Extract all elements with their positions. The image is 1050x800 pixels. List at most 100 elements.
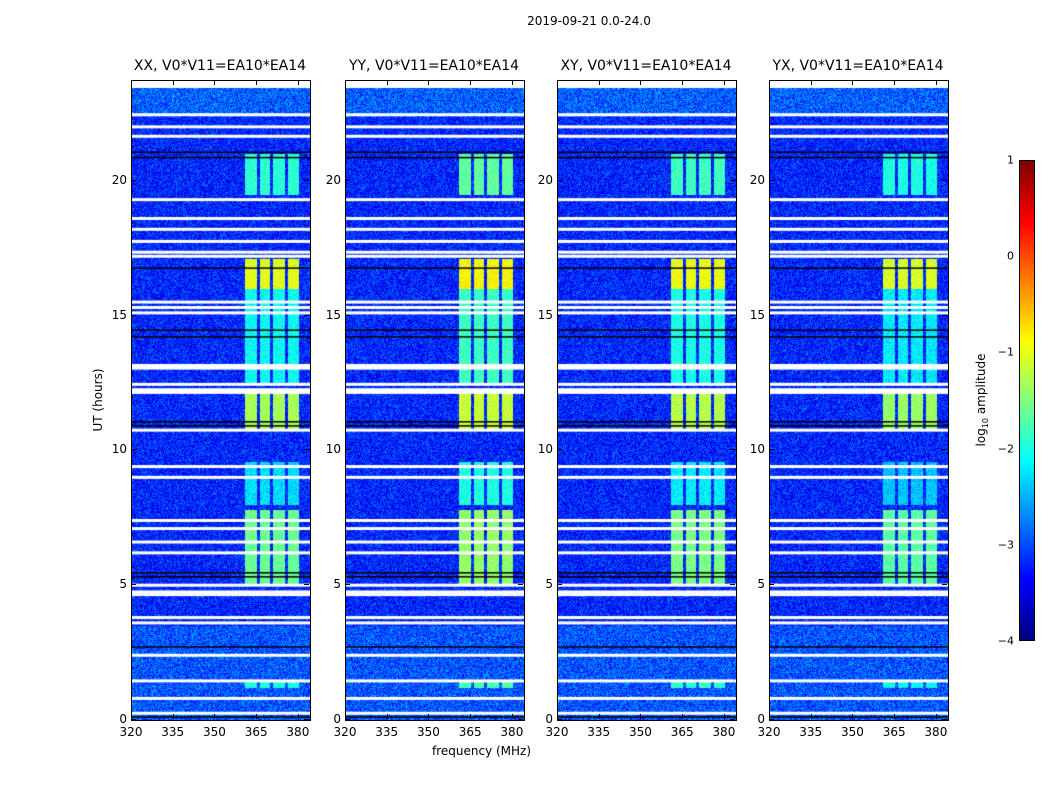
x-tick-label: 320 — [333, 725, 357, 739]
x-tick-mark — [214, 80, 216, 85]
y-tick-mark — [942, 584, 947, 586]
x-tick-mark — [428, 80, 430, 85]
x-tick-label: 365 — [670, 725, 694, 739]
y-tick-mark — [345, 719, 350, 720]
y-tick-mark — [730, 449, 735, 451]
colorbar-tick-label: 1 — [1007, 153, 1014, 167]
x-tick-label: 335 — [161, 725, 185, 739]
colorbar — [1019, 160, 1035, 641]
y-tick-label: 5 — [545, 577, 553, 592]
x-tick-mark — [256, 714, 258, 719]
y-tick-mark — [131, 584, 136, 586]
figure-title: 2019-09-21 0.0-24.0 — [527, 14, 651, 28]
x-axis-label: frequency (MHz) — [432, 744, 532, 758]
x-tick-mark — [769, 80, 770, 85]
x-tick-label: 350 — [202, 725, 226, 739]
y-tick-mark — [769, 179, 774, 181]
y-tick-mark — [942, 179, 947, 181]
y-tick-mark — [557, 449, 562, 451]
y-tick-mark — [557, 584, 562, 586]
x-tick-mark — [852, 714, 854, 719]
x-tick-label: 320 — [545, 725, 569, 739]
x-tick-mark — [935, 80, 937, 85]
y-tick-mark — [304, 719, 309, 720]
y-tick-mark — [304, 449, 309, 451]
y-tick-label: 5 — [333, 577, 341, 592]
y-tick-label: 10 — [111, 442, 127, 457]
y-tick-label: 15 — [325, 307, 341, 322]
colorbar-tick-label: −1 — [997, 345, 1014, 359]
colorbar-tick-label: 0 — [1007, 249, 1014, 263]
x-tick-mark — [598, 80, 600, 85]
y-tick-mark — [304, 179, 309, 181]
y-tick-mark — [345, 449, 350, 451]
colorbar-tick-label: −4 — [997, 634, 1014, 648]
y-tick-label: 5 — [757, 577, 765, 592]
y-axis-label: UT (hours) — [91, 368, 105, 432]
y-tick-label: 20 — [749, 172, 765, 187]
colorbar-label: log10 amplitude — [974, 354, 990, 447]
colorbar-label-suffix: amplitude — [973, 353, 988, 418]
x-tick-mark — [297, 714, 299, 719]
spectrogram-image — [769, 80, 949, 721]
x-tick-mark — [131, 80, 132, 85]
y-tick-label: 20 — [111, 172, 127, 187]
y-tick-mark — [557, 314, 562, 316]
colorbar-tick-label: −2 — [997, 442, 1014, 456]
x-tick-label: 365 — [244, 725, 268, 739]
x-tick-mark — [640, 714, 642, 719]
y-tick-label: 0 — [757, 712, 765, 726]
x-tick-label: 335 — [375, 725, 399, 739]
x-tick-mark — [935, 714, 937, 719]
x-tick-label: 335 — [587, 725, 611, 739]
x-tick-mark — [256, 80, 258, 85]
x-tick-mark — [131, 714, 132, 719]
y-tick-mark — [769, 584, 774, 586]
y-tick-label: 15 — [111, 307, 127, 322]
y-tick-label: 20 — [325, 172, 341, 187]
spectrogram-image — [557, 80, 737, 721]
y-tick-mark — [730, 584, 735, 586]
x-tick-mark — [557, 80, 558, 85]
x-tick-mark — [386, 714, 388, 719]
x-tick-mark — [682, 714, 684, 719]
y-tick-mark — [131, 719, 136, 720]
x-tick-label: 380 — [500, 725, 524, 739]
y-tick-mark — [730, 719, 735, 720]
x-tick-mark — [428, 714, 430, 719]
x-tick-mark — [810, 80, 812, 85]
x-tick-mark — [769, 714, 770, 719]
x-tick-mark — [470, 80, 472, 85]
y-tick-mark — [345, 179, 350, 181]
y-tick-mark — [942, 719, 947, 720]
x-tick-mark — [511, 80, 513, 85]
y-tick-mark — [304, 314, 309, 316]
y-tick-mark — [518, 719, 523, 720]
x-tick-mark — [852, 80, 854, 85]
y-tick-mark — [730, 314, 735, 316]
x-tick-mark — [598, 714, 600, 719]
y-tick-mark — [131, 449, 136, 451]
y-tick-mark — [131, 314, 136, 316]
x-tick-mark — [345, 714, 346, 719]
colorbar-label-prefix: log — [973, 428, 988, 447]
x-tick-mark — [810, 714, 812, 719]
colorbar-tick-label: −3 — [997, 538, 1014, 552]
y-tick-mark — [131, 179, 136, 181]
y-tick-mark — [345, 584, 350, 586]
x-tick-label: 380 — [712, 725, 736, 739]
y-tick-mark — [518, 179, 523, 181]
spectrogram-image — [345, 80, 525, 721]
y-tick-mark — [942, 314, 947, 316]
x-tick-mark — [894, 80, 896, 85]
x-tick-mark — [511, 714, 513, 719]
colorbar-label-sub: 10 — [981, 417, 991, 429]
y-tick-mark — [769, 719, 774, 720]
y-tick-mark — [518, 449, 523, 451]
subplot-title: XY, V0*V11=EA10*EA14 — [560, 58, 732, 74]
y-tick-mark — [942, 449, 947, 451]
x-tick-mark — [682, 80, 684, 85]
y-tick-label: 10 — [325, 442, 341, 457]
x-tick-mark — [894, 714, 896, 719]
x-tick-label: 380 — [924, 725, 948, 739]
